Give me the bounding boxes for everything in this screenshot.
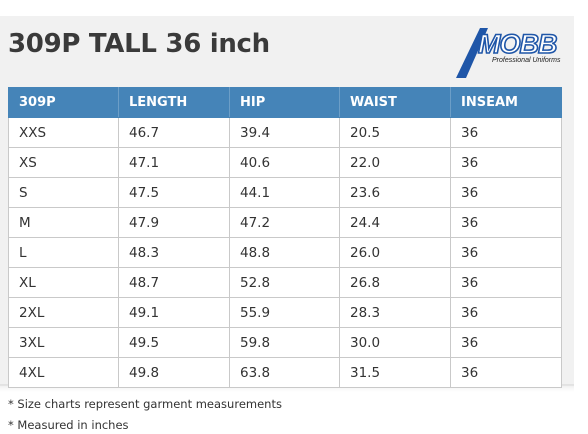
cell-length: 49.8 <box>118 357 230 388</box>
cell-size: XS <box>8 147 119 178</box>
table-row: XS 47.1 40.6 22.0 36 <box>8 147 562 178</box>
table-row: 4XL 49.8 63.8 31.5 36 <box>8 357 562 388</box>
cell-length: 49.1 <box>118 297 230 328</box>
cell-waist: 22.0 <box>339 147 451 178</box>
cell-size: S <box>8 177 119 208</box>
cell-size: 3XL <box>8 327 119 358</box>
table-header-row: 309P LENGTH HIP WAIST INSEAM <box>8 87 562 118</box>
cell-hip: 52.8 <box>229 267 340 298</box>
cell-hip: 39.4 <box>229 117 340 148</box>
header-inseam: INSEAM <box>450 87 562 118</box>
cell-hip: 44.1 <box>229 177 340 208</box>
cell-waist: 30.0 <box>339 327 451 358</box>
cell-inseam: 36 <box>450 327 562 358</box>
header-waist: WAIST <box>339 87 451 118</box>
cell-waist: 26.8 <box>339 267 451 298</box>
cell-inseam: 36 <box>450 237 562 268</box>
cell-size: 2XL <box>8 297 119 328</box>
cell-waist: 20.5 <box>339 117 451 148</box>
cell-size: 4XL <box>8 357 119 388</box>
page-title: 309P TALL 36 inch <box>8 29 270 59</box>
footnote-units: * Measured in inches <box>8 418 129 432</box>
logo-wordmark: MOBB <box>478 29 557 59</box>
table-row: 3XL 49.5 59.8 30.0 36 <box>8 327 562 358</box>
cell-hip: 40.6 <box>229 147 340 178</box>
cell-hip: 63.8 <box>229 357 340 388</box>
cell-inseam: 36 <box>450 177 562 208</box>
size-table: 309P LENGTH HIP WAIST INSEAM XXS 46.7 39… <box>8 87 562 388</box>
cell-inseam: 36 <box>450 357 562 388</box>
cell-inseam: 36 <box>450 297 562 328</box>
cell-hip: 59.8 <box>229 327 340 358</box>
cell-hip: 55.9 <box>229 297 340 328</box>
table-row: M 47.9 47.2 24.4 36 <box>8 207 562 238</box>
cell-waist: 23.6 <box>339 177 451 208</box>
logo-tagline: Professional Uniforms <box>492 57 561 64</box>
cell-inseam: 36 <box>450 117 562 148</box>
cell-length: 48.7 <box>118 267 230 298</box>
cell-size: XL <box>8 267 119 298</box>
cell-inseam: 36 <box>450 207 562 238</box>
table-row: 2XL 49.1 55.9 28.3 36 <box>8 297 562 328</box>
cell-length: 46.7 <box>118 117 230 148</box>
cell-hip: 47.2 <box>229 207 340 238</box>
card-shadow <box>0 384 574 392</box>
table-row: XXS 46.7 39.4 20.5 36 <box>8 117 562 148</box>
cell-length: 49.5 <box>118 327 230 358</box>
cell-length: 47.9 <box>118 207 230 238</box>
cell-inseam: 36 <box>450 147 562 178</box>
table-row: S 47.5 44.1 23.6 36 <box>8 177 562 208</box>
cell-inseam: 36 <box>450 267 562 298</box>
cell-length: 47.1 <box>118 147 230 178</box>
cell-size: M <box>8 207 119 238</box>
cell-size: XXS <box>8 117 119 148</box>
table-row: L 48.3 48.8 26.0 36 <box>8 237 562 268</box>
table-row: XL 48.7 52.8 26.8 36 <box>8 267 562 298</box>
footnotes: * Size charts represent garment measurem… <box>8 394 282 434</box>
cell-waist: 28.3 <box>339 297 451 328</box>
cell-length: 47.5 <box>118 177 230 208</box>
mobb-logo-icon: MOBB Professional Uniforms <box>456 28 561 78</box>
footnote-garment-measurements: * Size charts represent garment measurem… <box>8 397 282 411</box>
cell-waist: 24.4 <box>339 207 451 238</box>
cell-length: 48.3 <box>118 237 230 268</box>
cell-waist: 31.5 <box>339 357 451 388</box>
cell-size: L <box>8 237 119 268</box>
header-length: LENGTH <box>118 87 230 118</box>
brand-logo: MOBB Professional Uniforms <box>454 22 566 80</box>
cell-hip: 48.8 <box>229 237 340 268</box>
cell-waist: 26.0 <box>339 237 451 268</box>
header-hip: HIP <box>229 87 340 118</box>
header-size: 309P <box>8 87 119 118</box>
